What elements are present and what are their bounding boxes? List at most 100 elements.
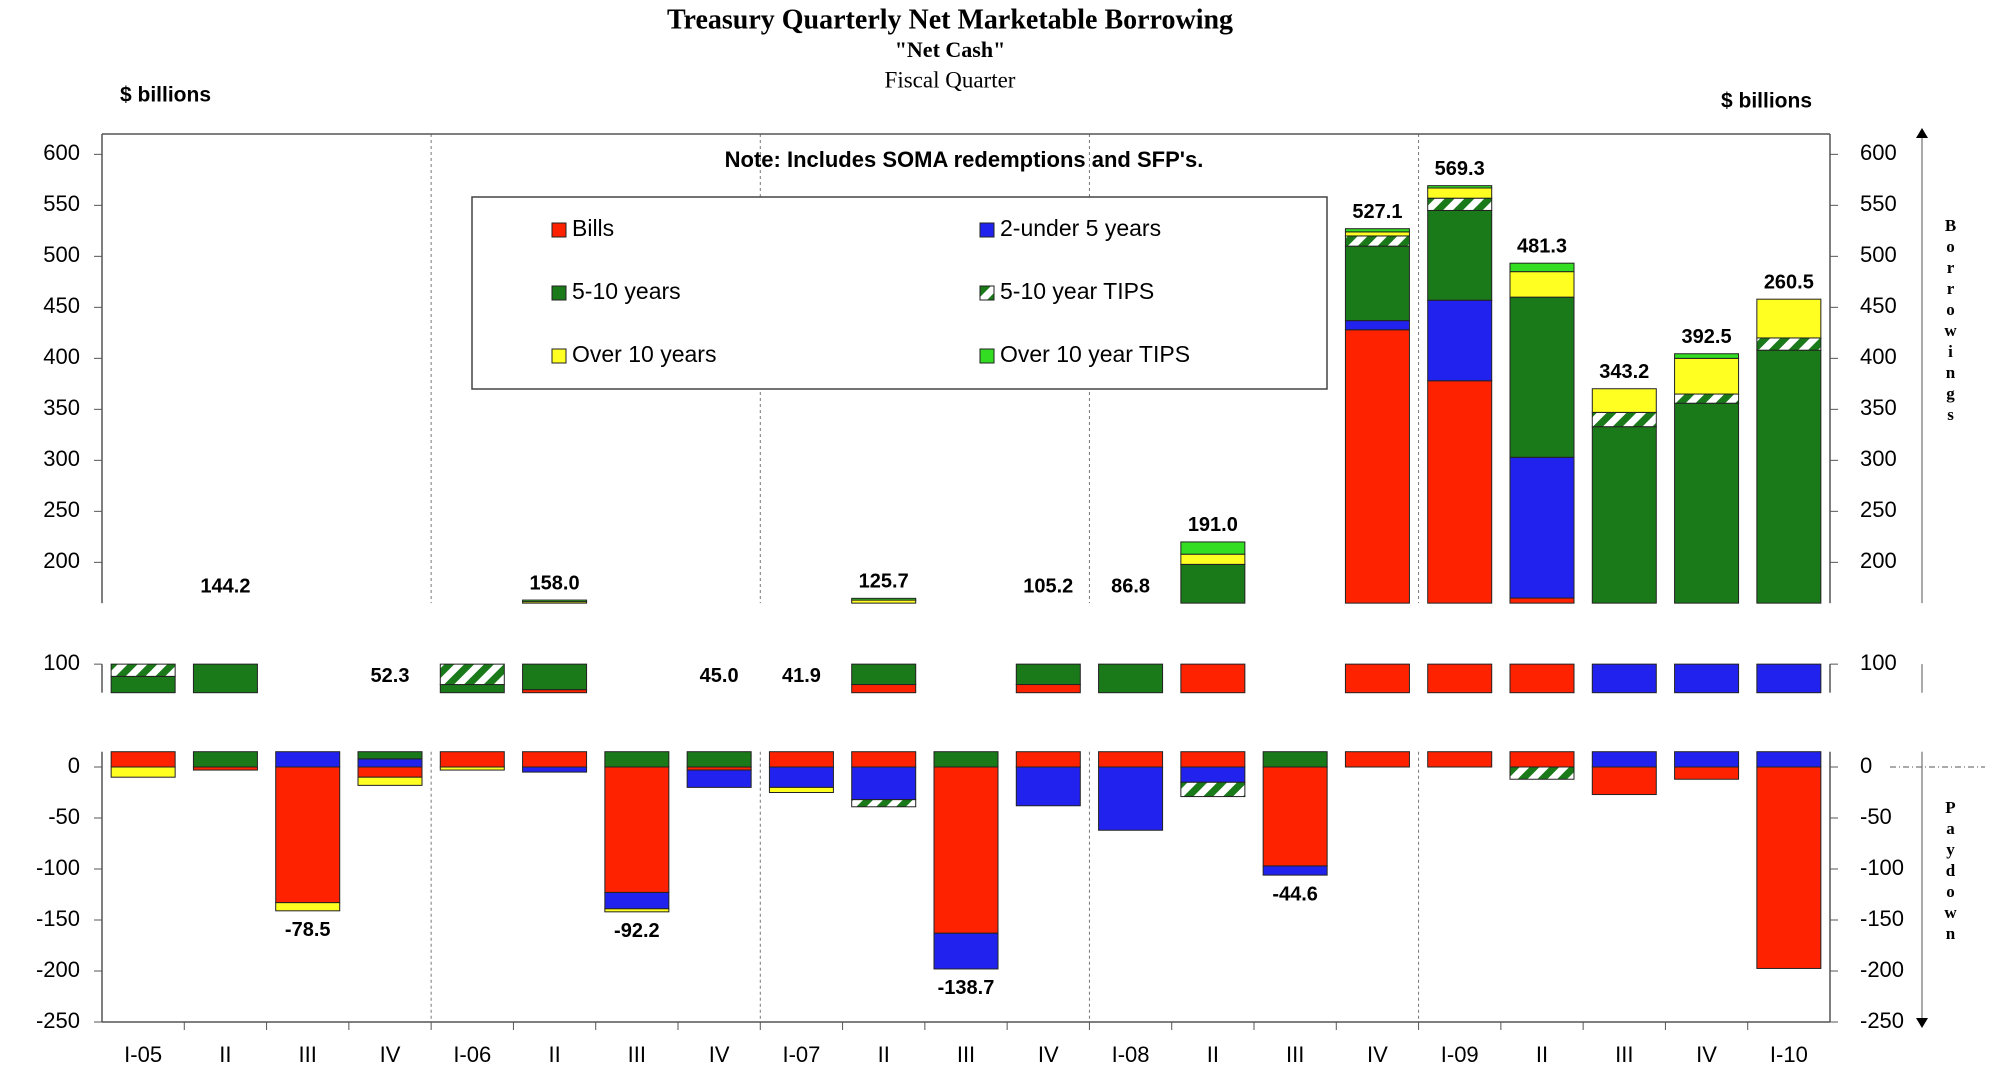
total-label: 191.0 bbox=[1188, 514, 1238, 536]
total-label: 105.2 bbox=[1023, 575, 1073, 597]
bar-segment bbox=[192, 663, 258, 694]
total-label: 569.3 bbox=[1435, 158, 1485, 180]
bar-segment bbox=[1427, 299, 1493, 382]
bar-segment bbox=[1344, 228, 1410, 233]
bar-segment bbox=[768, 786, 834, 794]
y2-tick-label: 450 bbox=[1860, 293, 1897, 318]
bar-segment bbox=[1509, 751, 1575, 768]
bar-segment bbox=[1674, 751, 1740, 768]
bar-segment bbox=[1427, 187, 1493, 199]
total-label: 260.5 bbox=[1764, 271, 1814, 293]
bar-segment bbox=[604, 751, 670, 768]
bar-segment bbox=[933, 766, 999, 934]
y2-tick-label: -200 bbox=[1860, 957, 1904, 982]
bar-segment bbox=[1015, 766, 1081, 807]
bar-segment bbox=[1509, 456, 1575, 599]
bar-segment bbox=[1015, 751, 1081, 768]
y-tick-label: -200 bbox=[36, 957, 80, 982]
x-tick-label: IV bbox=[1038, 1042, 1059, 1067]
bar-segment bbox=[851, 751, 917, 768]
note: Note: Includes SOMA redemptions and SFP'… bbox=[725, 147, 1204, 172]
x-tick-label: I-06 bbox=[453, 1042, 491, 1067]
y-tick-label: 450 bbox=[43, 293, 80, 318]
y2-tick-label: 200 bbox=[1860, 548, 1897, 573]
total-label: 392.5 bbox=[1682, 326, 1732, 348]
x-tick-label: IV bbox=[1696, 1042, 1717, 1067]
bar-segment bbox=[439, 663, 505, 686]
bar-segment bbox=[1427, 663, 1493, 694]
bar-segment bbox=[1180, 541, 1246, 555]
bar-segment bbox=[1262, 865, 1328, 876]
y2-axis-title: $ billions bbox=[1721, 90, 1812, 113]
total-label: 86.8 bbox=[1111, 575, 1150, 597]
bar-segment bbox=[686, 751, 752, 768]
bar-segment bbox=[110, 766, 176, 778]
bar-segment bbox=[357, 758, 423, 768]
y-tick-label: -250 bbox=[36, 1008, 80, 1033]
arrow-down bbox=[1916, 1018, 1928, 1028]
bar-segment bbox=[1344, 329, 1410, 604]
bar-segment bbox=[439, 684, 505, 694]
bar-segment bbox=[1015, 663, 1081, 686]
bar-segment bbox=[1344, 235, 1410, 247]
bar-segment bbox=[1756, 337, 1822, 351]
x-tick-label: III bbox=[1615, 1042, 1633, 1067]
bar-segment bbox=[1509, 663, 1575, 694]
x-tick-label: IV bbox=[1367, 1042, 1388, 1067]
x-tick-label: I-07 bbox=[782, 1042, 820, 1067]
bar-segment bbox=[110, 751, 176, 768]
bar-segment bbox=[1509, 597, 1575, 604]
total-label: 52.3 bbox=[371, 665, 410, 687]
total-label: 481.3 bbox=[1517, 235, 1567, 257]
bar-segment bbox=[1427, 380, 1493, 604]
y2-tick-label: 0 bbox=[1860, 753, 1872, 778]
bar-segment bbox=[686, 769, 752, 788]
y2-tick-label: -50 bbox=[1860, 804, 1892, 829]
bar-segment bbox=[1591, 751, 1657, 768]
x-tick-label: IV bbox=[709, 1042, 730, 1067]
bar-segment bbox=[1344, 320, 1410, 331]
bar-segment bbox=[522, 599, 588, 603]
bar-segment bbox=[275, 751, 341, 768]
bar-segment bbox=[1591, 663, 1657, 694]
bar-segment bbox=[1674, 766, 1740, 780]
x-tick-label: II bbox=[1207, 1042, 1219, 1067]
total-label: -138.7 bbox=[938, 977, 995, 999]
bar-segment bbox=[1674, 393, 1740, 404]
legend-swatch bbox=[979, 348, 995, 364]
x-tick-label: I-09 bbox=[1441, 1042, 1479, 1067]
bar-segment bbox=[851, 766, 917, 801]
bar-segment bbox=[357, 751, 423, 760]
y-tick-label: 200 bbox=[43, 548, 80, 573]
chart-title: Treasury Quarterly Net Marketable Borrow… bbox=[667, 4, 1233, 35]
y2-tick-label: 250 bbox=[1860, 497, 1897, 522]
y2-tick-label: 550 bbox=[1860, 191, 1897, 216]
y-tick-label: 500 bbox=[43, 242, 80, 267]
y-axis-title: $ billions bbox=[120, 84, 211, 107]
bar-segment bbox=[1756, 298, 1822, 339]
bar-segment bbox=[357, 766, 423, 778]
legend-swatch bbox=[551, 285, 567, 301]
bar-segment bbox=[1591, 411, 1657, 428]
bar-segment bbox=[1015, 684, 1081, 694]
bar-segment bbox=[933, 932, 999, 970]
total-label: 144.2 bbox=[200, 575, 250, 597]
bar-segment bbox=[1180, 553, 1246, 565]
x-tick-label: I-05 bbox=[124, 1042, 162, 1067]
y-tick-label: 0 bbox=[68, 753, 80, 778]
bar-segment bbox=[604, 908, 670, 913]
bar-segment bbox=[522, 663, 588, 691]
bar-segment bbox=[933, 751, 999, 768]
bar-segment bbox=[1756, 663, 1822, 694]
legend-label: Over 10 year TIPS bbox=[1000, 341, 1190, 367]
bar-segment bbox=[1509, 296, 1575, 458]
y-tick-label: 250 bbox=[43, 497, 80, 522]
legend-label: Over 10 years bbox=[572, 341, 716, 367]
y-tick-label: 350 bbox=[43, 395, 80, 420]
bar-segment bbox=[1262, 751, 1328, 768]
x-tick-label: II bbox=[219, 1042, 231, 1067]
bar-segment bbox=[1674, 663, 1740, 694]
bar-segment bbox=[1262, 766, 1328, 867]
